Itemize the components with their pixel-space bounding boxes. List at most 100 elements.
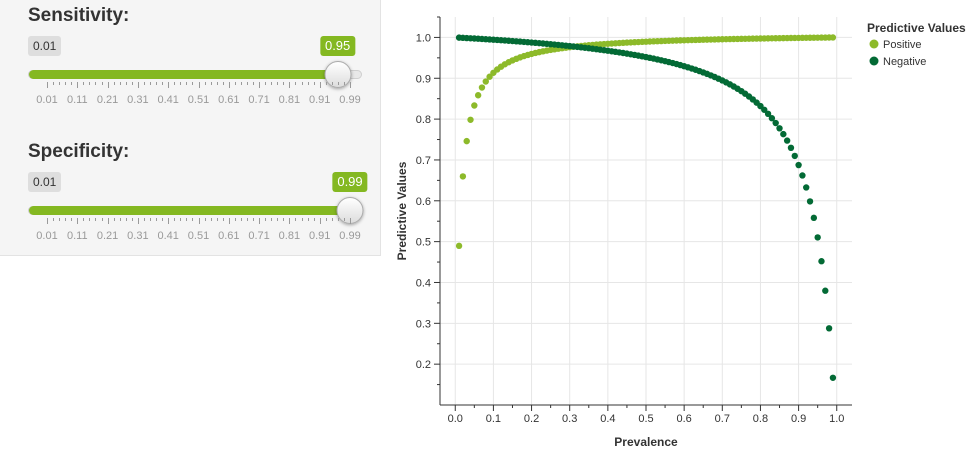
slider-tick-mark bbox=[228, 82, 230, 88]
sensitivity-track-fill bbox=[29, 70, 339, 79]
sensitivity-value-badge: 0.95 bbox=[319, 36, 356, 56]
slider-tick-label: 0.99 bbox=[339, 230, 361, 242]
slider-tick-mark bbox=[271, 82, 273, 85]
slider-tick-label: 0.01 bbox=[36, 94, 58, 106]
slider-tick-mark bbox=[77, 82, 79, 88]
slider-tick-mark bbox=[47, 218, 48, 224]
x-tick-label: 0.0 bbox=[448, 413, 463, 425]
slider-tick-mark bbox=[350, 218, 351, 224]
slider-tick-mark bbox=[131, 218, 133, 221]
point-positive bbox=[474, 92, 482, 99]
slider-tick-mark bbox=[325, 218, 327, 221]
slider-tick-mark bbox=[246, 218, 248, 221]
slider-tick-mark bbox=[65, 218, 67, 221]
slider-tick-label: 0.71 bbox=[248, 94, 270, 106]
point-negative bbox=[829, 374, 837, 381]
slider-tick-mark bbox=[313, 218, 315, 221]
y-tick-label: 0.6 bbox=[416, 196, 431, 208]
y-tick-label: 0.4 bbox=[416, 277, 431, 289]
point-negative bbox=[761, 106, 768, 113]
slider-tick-label: 0.51 bbox=[187, 230, 210, 242]
slider-tick-mark bbox=[162, 82, 164, 85]
slider-tick-mark bbox=[162, 218, 164, 221]
specificity-track[interactable] bbox=[28, 206, 362, 215]
slider-tick-mark bbox=[319, 82, 321, 88]
y-tick-label: 0.9 bbox=[416, 73, 431, 85]
slider-tick-mark bbox=[210, 218, 212, 221]
slider-tick-mark bbox=[125, 82, 127, 85]
slider-tick-mark bbox=[143, 82, 145, 85]
slider-tick-mark bbox=[59, 82, 61, 85]
slider-tick-label: 0.41 bbox=[157, 230, 179, 242]
slider-tick-mark bbox=[343, 218, 345, 221]
slider-tick-mark bbox=[156, 82, 158, 85]
slider-tick-mark bbox=[216, 218, 218, 221]
slider-tick-mark bbox=[107, 218, 109, 224]
point-negative bbox=[818, 258, 825, 265]
slider-tick-mark bbox=[77, 218, 79, 224]
slider-tick-mark bbox=[295, 218, 297, 221]
x-tick-label: 0.3 bbox=[562, 413, 577, 425]
slider-tick-mark bbox=[65, 82, 67, 85]
slider-tick-mark bbox=[277, 218, 279, 221]
point-negative bbox=[803, 184, 810, 191]
specificity-label: Specificity: bbox=[28, 141, 130, 162]
specificity-ticks: 0.01 0.11 0.21 0.31 0.41 0.51 0.61 0.71 0.81 0.91… bbox=[0, 218, 381, 248]
slider-tick-mark bbox=[59, 218, 61, 221]
slider-tick-mark bbox=[137, 82, 139, 88]
x-tick-label: 0.7 bbox=[715, 413, 730, 425]
slider-tick-mark bbox=[222, 82, 224, 85]
slider-tick-mark bbox=[295, 82, 297, 85]
x-tick-label: 0.4 bbox=[600, 413, 615, 425]
slider-tick-mark bbox=[277, 82, 279, 85]
slider-tick-mark bbox=[240, 82, 242, 85]
slider-tick-label: 0.41 bbox=[157, 94, 179, 106]
x-tick-label: 0.8 bbox=[753, 413, 768, 425]
point-positive bbox=[455, 242, 463, 250]
slider-tick-mark bbox=[71, 218, 73, 221]
legend-dot-positive bbox=[869, 39, 879, 49]
slider-tick-mark bbox=[234, 218, 236, 221]
slider-tick-mark bbox=[331, 82, 333, 85]
chart-axes: 0.0 0.1 0.2 0.3 0.4 0.5 0.6 0.7 0.8 0.9 1.0 0.2 0.3 0… bbox=[416, 16, 852, 425]
slider-tick-label: 0.61 bbox=[218, 230, 240, 242]
point-negative bbox=[783, 137, 791, 144]
sensitivity-label: Sensitivity: bbox=[28, 5, 130, 26]
point-negative bbox=[764, 110, 772, 118]
slider-tick-mark bbox=[204, 218, 206, 221]
slider-tick-mark bbox=[198, 218, 200, 224]
slider-tick-mark bbox=[156, 218, 158, 221]
point-negative bbox=[795, 161, 802, 169]
point-positive bbox=[486, 73, 493, 80]
sensitivity-track[interactable] bbox=[28, 70, 362, 79]
sensitivity-handle[interactable] bbox=[324, 61, 352, 88]
slider-tick-mark bbox=[150, 82, 152, 85]
slider-tick-mark bbox=[301, 82, 303, 85]
slider-tick-mark bbox=[137, 218, 139, 224]
sensitivity-min-badge: 0.01 bbox=[28, 36, 62, 56]
point-negative bbox=[772, 119, 779, 127]
point-negative bbox=[822, 287, 829, 294]
slider-tick-mark bbox=[234, 82, 236, 85]
slider-tick-mark bbox=[283, 82, 285, 85]
x-tick-label: 0.5 bbox=[638, 413, 653, 425]
slider-tick-mark bbox=[289, 218, 291, 224]
slider-tick-label: 0.11 bbox=[67, 94, 88, 106]
slider-tick-mark bbox=[186, 218, 188, 221]
point-negative bbox=[806, 198, 814, 205]
sensitivity-slider-block: Sensitivity: 0.01 0.95 0.01 0.11 0.21 0.31 0… bbox=[0, 0, 381, 125]
slider-tick-mark bbox=[180, 82, 182, 85]
slider-tick-mark bbox=[350, 82, 351, 88]
slider-tick-mark bbox=[180, 218, 182, 221]
legend-title: Predictive Values bbox=[867, 21, 966, 35]
x-tick-label: 0.6 bbox=[676, 413, 691, 425]
x-axis-title: Prevalence bbox=[614, 435, 678, 449]
slider-tick-mark bbox=[301, 218, 303, 221]
point-negative bbox=[776, 125, 783, 132]
slider-tick-mark bbox=[210, 82, 212, 85]
point-positive bbox=[463, 137, 470, 145]
point-positive bbox=[459, 173, 467, 180]
y-tick-label: 0.7 bbox=[416, 155, 431, 167]
slider-tick-mark bbox=[259, 82, 261, 88]
slider-panel: Sensitivity: 0.01 0.95 0.01 0.11 0.21 0.31 0… bbox=[0, 0, 381, 256]
